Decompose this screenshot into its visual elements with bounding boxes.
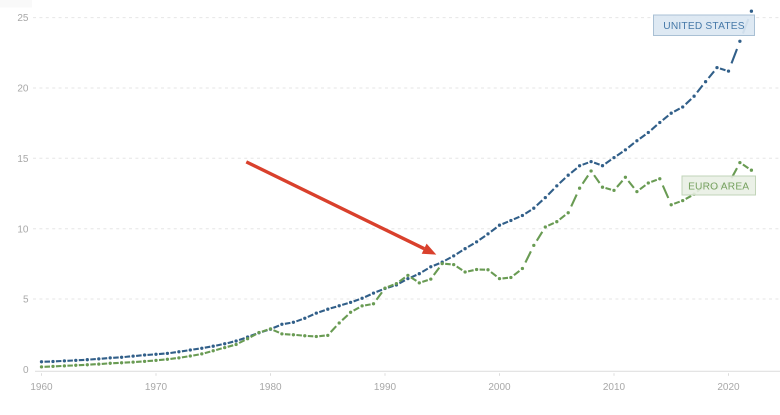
svg-text:1980: 1980 bbox=[259, 382, 282, 393]
svg-text:5: 5 bbox=[23, 295, 29, 306]
svg-text:10: 10 bbox=[17, 224, 29, 235]
svg-text:2000: 2000 bbox=[488, 382, 511, 393]
svg-text:1960: 1960 bbox=[30, 382, 53, 393]
svg-text:UNITED STATES: UNITED STATES bbox=[663, 21, 744, 32]
svg-text:1990: 1990 bbox=[374, 382, 397, 393]
svg-text:15: 15 bbox=[17, 154, 29, 165]
svg-text:0: 0 bbox=[23, 365, 29, 376]
svg-text:2020: 2020 bbox=[717, 382, 740, 393]
svg-text:EURO AREA: EURO AREA bbox=[688, 181, 749, 192]
svg-text:1970: 1970 bbox=[145, 382, 168, 393]
svg-text:25: 25 bbox=[17, 13, 29, 24]
svg-text:2010: 2010 bbox=[603, 382, 626, 393]
svg-text:20: 20 bbox=[17, 84, 29, 95]
